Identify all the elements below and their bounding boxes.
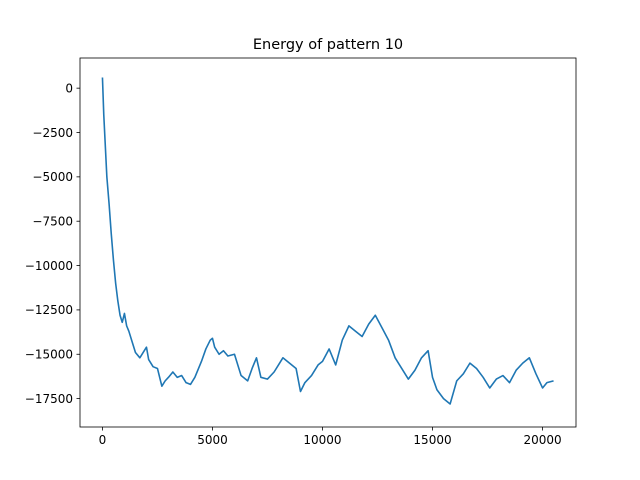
y-tick-label: −2500 bbox=[32, 126, 73, 140]
y-tick-label: −17500 bbox=[25, 392, 73, 406]
x-tick-label: 20000 bbox=[523, 433, 561, 447]
x-tick-label: 15000 bbox=[413, 433, 451, 447]
x-tick-label: 0 bbox=[99, 433, 107, 447]
y-tick-label: 0 bbox=[65, 81, 73, 95]
y-tick-label: −15000 bbox=[25, 348, 73, 362]
y-tick-label: −10000 bbox=[25, 259, 73, 273]
plot-area bbox=[101, 77, 554, 405]
y-tick-label: −12500 bbox=[25, 303, 73, 317]
x-axis: 0 5000 10000 15000 20000 bbox=[99, 427, 562, 447]
series-line-0 bbox=[101, 77, 554, 405]
y-tick-label: −5000 bbox=[32, 170, 73, 184]
x-tick-label: 5000 bbox=[197, 433, 228, 447]
chart-title: Energy of pattern 10 bbox=[253, 37, 403, 53]
y-axis: 0 −2500 −5000 −7500 −10000 −12500 −15000 −17500 bbox=[25, 81, 80, 406]
y-tick-label: −7500 bbox=[32, 215, 73, 229]
plot-frame bbox=[79, 57, 577, 428]
x-tick-label: 10000 bbox=[303, 433, 341, 447]
